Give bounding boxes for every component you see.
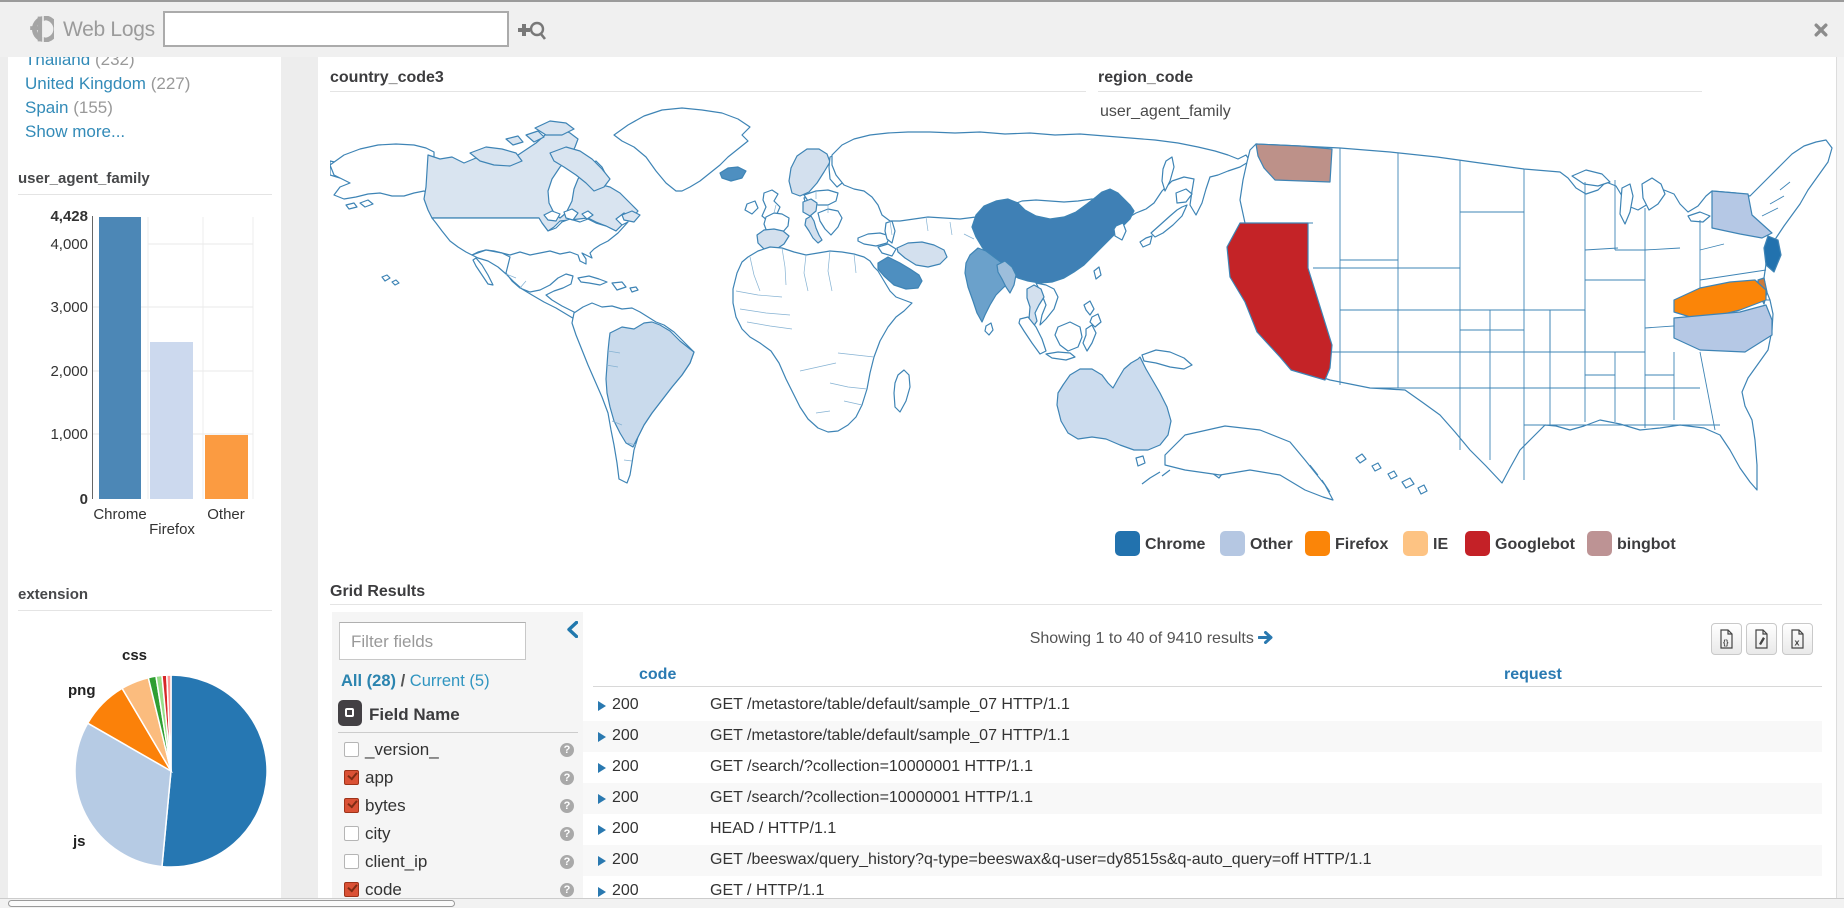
svg-text:{}: {} [1723, 640, 1729, 647]
svg-text:x: x [1795, 638, 1800, 648]
